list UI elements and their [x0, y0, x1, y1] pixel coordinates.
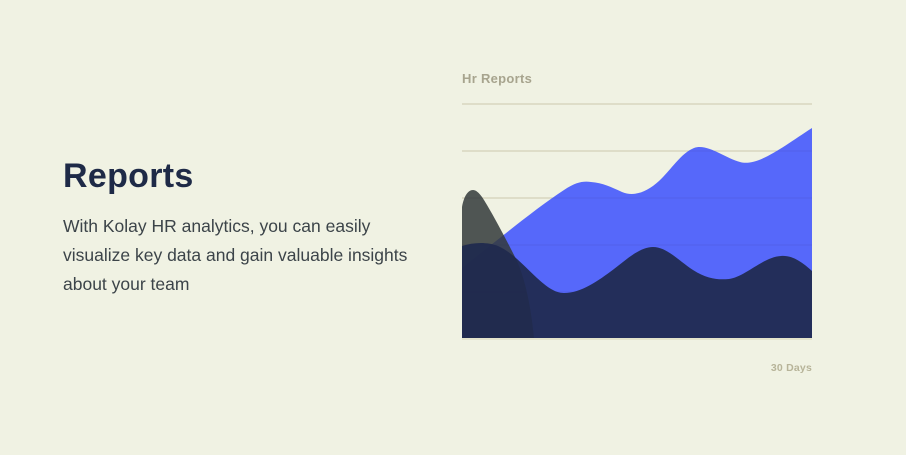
series-navy-area: [462, 243, 812, 338]
page-subtitle-line-3: about your team: [63, 273, 190, 294]
chart-title: Hr Reports: [462, 71, 533, 86]
area-chart: [462, 103, 812, 340]
gridlines-over: [462, 103, 812, 293]
reports-hero-section: Reports With Kolay HR analytics, you can…: [63, 156, 435, 299]
page-title: Reports: [63, 157, 194, 195]
chart-range-label: 30 Days: [770, 362, 812, 374]
page-subtitle: With Kolay HR analytics, you can easily …: [63, 212, 435, 299]
page-subtitle-line-2: visualize key data and gain valuable ins…: [63, 244, 408, 265]
page-subtitle-line-1: With Kolay HR analytics, you can easily: [63, 215, 371, 236]
